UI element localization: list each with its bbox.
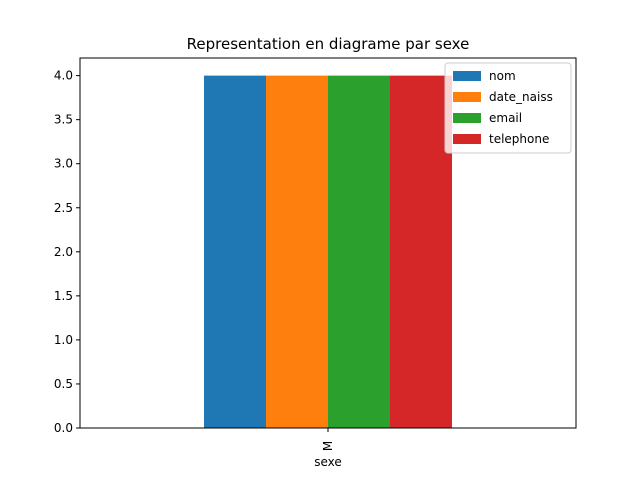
y-tick-label: 1.0 xyxy=(54,333,73,347)
y-axis: 0.0 0.5 1.0 1.5 2.0 2.5 3.0 3.5 4.0 xyxy=(54,69,80,435)
legend-swatch-date_naiss xyxy=(453,92,481,102)
y-tick-label: 2.5 xyxy=(54,201,73,215)
y-tick-label: 3.5 xyxy=(54,113,73,127)
x-tick-label: M xyxy=(321,441,335,451)
legend-swatch-email xyxy=(453,113,481,123)
legend-label-nom: nom xyxy=(489,69,516,83)
plot-area xyxy=(79,57,577,429)
x-axis-label: sexe xyxy=(314,455,342,469)
legend-box xyxy=(444,62,572,154)
x-axis: M xyxy=(321,428,335,451)
y-tick-label: 4.0 xyxy=(54,69,73,83)
y-tick-label: 2.0 xyxy=(54,245,73,259)
y-tick-label: 3.0 xyxy=(54,157,73,171)
y-tick-label: 1.5 xyxy=(54,289,73,303)
legend-swatch-nom xyxy=(453,71,481,81)
bar-nom-M xyxy=(204,75,266,428)
y-tick-label: 0.5 xyxy=(54,377,73,391)
bar-email-M xyxy=(328,75,390,428)
bar-telephone-M xyxy=(390,75,452,428)
chart-title: Representation en diagrame par sexe xyxy=(187,35,470,53)
bar-date_naiss-M xyxy=(266,75,328,428)
y-tick-label: 0.0 xyxy=(54,421,73,435)
legend-label-email: email xyxy=(489,111,522,125)
legend-swatch-telephone xyxy=(453,134,481,144)
legend-label-telephone: telephone xyxy=(489,132,549,146)
legend-label-date_naiss: date_naiss xyxy=(489,90,553,104)
bars-group xyxy=(204,75,452,428)
